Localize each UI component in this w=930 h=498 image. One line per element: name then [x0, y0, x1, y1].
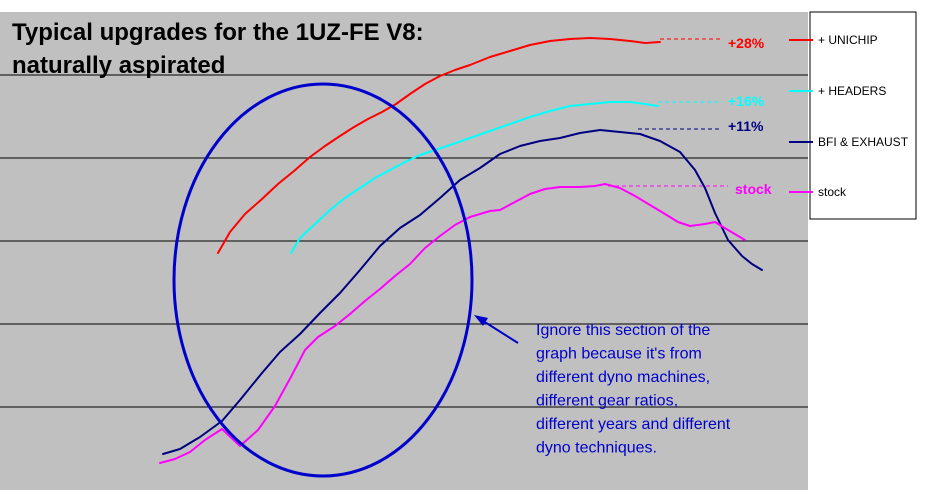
annotation-arrowhead — [474, 315, 488, 326]
legend: + UNICHIP + HEADERS BFI & EXHAUST stock — [789, 11, 917, 220]
end-label-3: +11% — [728, 118, 764, 134]
chart-subtitle: naturally aspirated — [12, 52, 225, 79]
annotation-line-2: graph because it's from — [536, 346, 702, 363]
highlight-ellipse — [172, 82, 474, 478]
legend-label-2: + HEADERS — [818, 84, 886, 98]
series-line-unichip — [217, 37, 661, 254]
legend-label-1: + UNICHIP — [818, 33, 878, 47]
legend-label-3: BFI & EXHAUST — [818, 135, 909, 149]
plot-area — [0, 12, 808, 490]
legend-label-4: stock — [818, 185, 847, 199]
end-label-4: stock — [735, 181, 772, 197]
legend-box — [809, 11, 917, 220]
series-line-headers — [290, 101, 659, 254]
series-end-labels: +28% +16% +11% stock — [728, 35, 772, 197]
annotation-text: Ignore this section of the graph because … — [536, 322, 731, 457]
gridlines — [0, 74, 808, 408]
series-line-stock — [159, 183, 746, 464]
annotation-line-4: different gear ratios, — [536, 393, 678, 410]
series-end-leaders — [608, 38, 728, 187]
annotation-line-3: different dyno machines, — [536, 369, 710, 386]
chart-title: Typical upgrades for the 1UZ-FE V8: — [12, 19, 424, 46]
annotation-arrow — [479, 318, 519, 344]
annotation-line-6: dyno techniques. — [536, 440, 657, 457]
annotation-line-5: different years and different — [536, 416, 731, 433]
annotation-line-1: Ignore this section of the — [536, 322, 710, 339]
series-line-bfi-exhaust — [162, 129, 763, 455]
end-label-1: +28% — [728, 35, 765, 51]
series-group — [159, 37, 763, 464]
end-label-2: +16% — [728, 93, 765, 109]
